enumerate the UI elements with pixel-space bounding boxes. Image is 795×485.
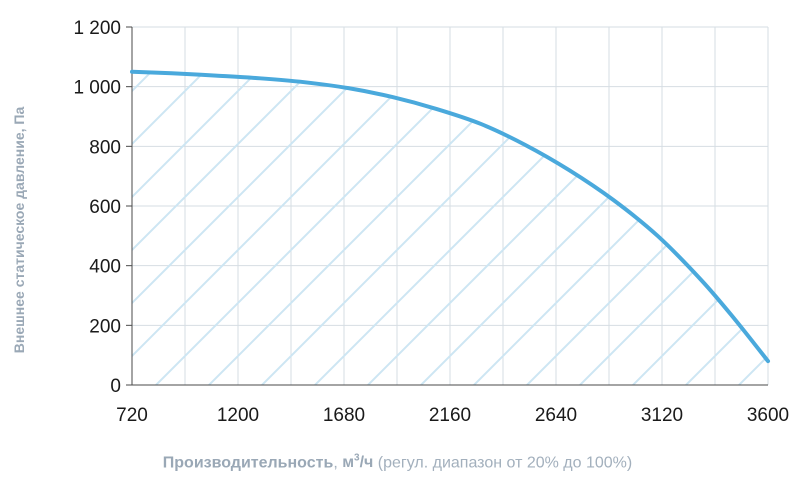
x-tick-label: 2160 — [429, 405, 471, 426]
hatch-line — [261, 71, 663, 385]
hatch-line — [314, 71, 716, 385]
y-tick-label: 1 000 — [73, 78, 121, 99]
x-axis-label-sep: , — [333, 454, 343, 472]
hatch-line — [132, 71, 292, 385]
y-tick-label: 200 — [89, 316, 121, 337]
x-axis-label-unit-sup: 3 — [354, 453, 360, 464]
hatch-line — [132, 71, 398, 385]
y-tick-label: 600 — [89, 197, 121, 218]
x-tick-label: 1680 — [323, 405, 365, 426]
series-line — [130, 69, 770, 364]
x-axis-label-main: Производительность — [162, 454, 334, 472]
y-axis-label: Внешнее статическое давление, Па — [11, 107, 27, 354]
y-tick-label: 800 — [89, 137, 121, 158]
axes — [126, 26, 768, 386]
hatch-line — [738, 71, 768, 385]
x-axis-label-unit: м — [342, 454, 355, 472]
x-axis-label-unit-tail: /ч — [359, 454, 374, 472]
hatch-line — [526, 71, 768, 385]
x-tick-label: 3600 — [747, 405, 789, 426]
hatch-line — [579, 71, 768, 385]
hatch-line — [632, 71, 768, 385]
x-tick-label: 720 — [116, 405, 148, 426]
hatch-line — [367, 71, 768, 385]
hatch-line — [155, 71, 557, 385]
hatch-line — [208, 71, 610, 385]
y-tick-label: 1 200 — [73, 18, 121, 39]
x-tick-label: 2640 — [535, 405, 577, 426]
hatch-line — [132, 71, 345, 385]
x-axis-label-note: (регул. диапазон от 20% до 100%) — [373, 454, 633, 472]
grid — [132, 26, 769, 385]
hatch-line — [132, 71, 504, 385]
x-tick-label: 3120 — [641, 405, 683, 426]
y-tick-labels: 0 200 400 600 800 1 000 1 200 — [73, 18, 121, 397]
hatch-line — [132, 71, 451, 385]
x-axis-label: Производительность, м3/ч (регул. диапазо… — [0, 453, 795, 472]
x-tick-label: 1200 — [217, 405, 259, 426]
y-tick-label: 400 — [89, 257, 121, 278]
x-tick-labels: 720 1200 1680 2160 2640 3120 3600 — [116, 405, 789, 426]
hatch-line — [473, 71, 768, 385]
y-tick-label: 0 — [110, 376, 121, 397]
series-curves — [130, 69, 770, 364]
